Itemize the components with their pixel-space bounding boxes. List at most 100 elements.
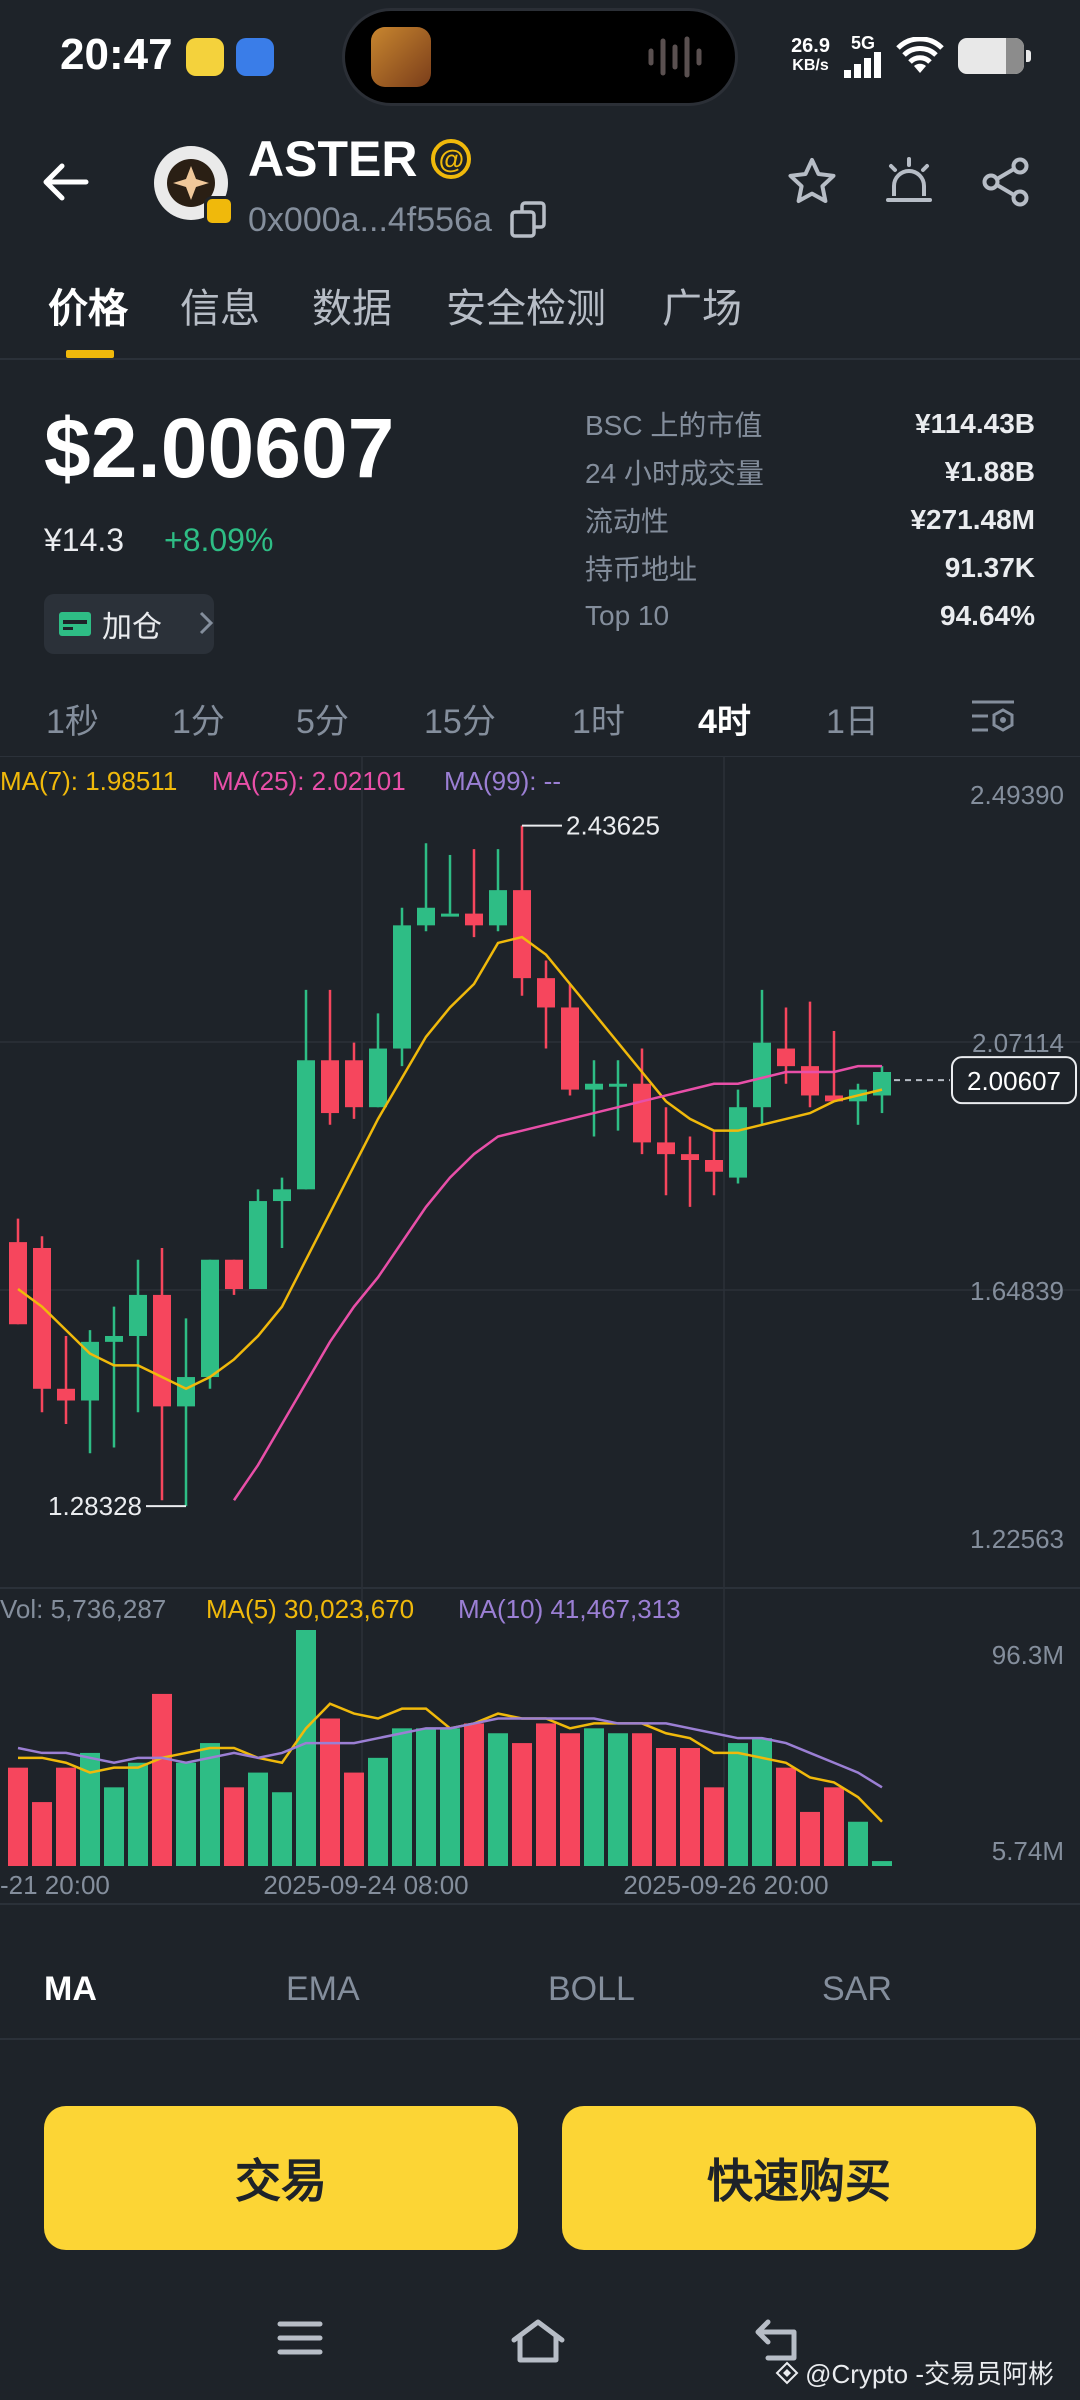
volume-bar xyxy=(608,1733,628,1866)
volume-bar xyxy=(800,1811,820,1866)
stat-24h-volume: 24 小时成交量 ¥1.88B xyxy=(585,456,1035,489)
candle-body xyxy=(105,1335,123,1342)
candle-body xyxy=(705,1159,723,1172)
candle-body xyxy=(321,1060,339,1114)
candle-body xyxy=(465,913,483,926)
candle-body xyxy=(609,1083,627,1087)
tab-price[interactable]: 价格 xyxy=(48,287,128,331)
candle-body xyxy=(177,1377,195,1407)
menu-icon[interactable] xyxy=(276,2316,324,2360)
copy-icon[interactable] xyxy=(508,200,548,240)
time-axis-label: 2025-09-26 20:00 xyxy=(623,1870,828,1900)
tab-info[interactable]: 信息 xyxy=(180,287,260,331)
volume-bar xyxy=(440,1728,460,1866)
candle-body xyxy=(393,925,411,1049)
volume-bar xyxy=(200,1743,220,1866)
volume-bar xyxy=(392,1728,412,1866)
volume-ma10-legend: MA(10) 41,467,313 xyxy=(458,1594,681,1624)
quick-buy-button[interactable]: 快速购买 xyxy=(562,2106,1036,2250)
candle-body xyxy=(9,1242,27,1325)
candle-body xyxy=(729,1107,747,1178)
candle-body xyxy=(369,1048,387,1108)
indicator-ema[interactable]: EMA xyxy=(286,1970,360,2008)
back-arrow-icon[interactable] xyxy=(40,156,92,208)
home-icon[interactable] xyxy=(508,2316,568,2366)
contract-address[interactable]: 0x000a...4f556a xyxy=(248,200,548,240)
share-icon[interactable] xyxy=(980,156,1032,208)
indicator-boll[interactable]: BOLL xyxy=(548,1970,635,2008)
price-alert-icon[interactable] xyxy=(882,156,936,208)
notification-app-icon xyxy=(236,38,274,76)
candle-body xyxy=(681,1154,699,1160)
volume-bar xyxy=(536,1723,556,1866)
indicator-sar[interactable]: SAR xyxy=(822,1970,892,2008)
tab-data[interactable]: 数据 xyxy=(312,287,392,331)
volume-bar xyxy=(152,1693,172,1866)
interval-1s[interactable]: 1秒 xyxy=(46,703,99,741)
volume-bar xyxy=(680,1748,700,1866)
candle-body xyxy=(33,1247,51,1389)
indicator-tabs: MA EMA BOLL SAR xyxy=(0,1948,1080,2040)
network-type: 5G xyxy=(850,33,875,53)
ma25-line xyxy=(232,1064,882,1501)
token-header: ASTER @ 0x000a...4f556a xyxy=(0,120,1080,250)
back-nav-icon[interactable] xyxy=(752,2316,806,2364)
volume-ma10-line xyxy=(17,1717,883,1789)
network-speed: 26.9 KB/s xyxy=(791,35,830,74)
signal-icon xyxy=(844,52,881,78)
indicator-ma[interactable]: MA xyxy=(44,1970,97,2008)
interval-1h[interactable]: 1时 xyxy=(572,703,625,741)
candle-body xyxy=(801,1066,819,1096)
volume-bar xyxy=(704,1787,724,1866)
price-change: +8.09% xyxy=(164,522,274,558)
interval-1d[interactable]: 1日 xyxy=(826,703,879,741)
volume-bar xyxy=(104,1787,124,1866)
candle-body xyxy=(81,1341,99,1401)
volume-bar xyxy=(272,1792,292,1866)
interval-1m[interactable]: 1分 xyxy=(172,703,225,741)
ma7-legend: MA(7): 1.98511 xyxy=(0,766,177,796)
candlestick-chart[interactable]: 2.49390 2.07114 1.64839 1.22563 MA(7): 1.985… xyxy=(0,756,1080,1906)
status-indicators: 26.9 KB/s 5G xyxy=(791,33,1031,78)
candle-body xyxy=(633,1083,651,1143)
tab-square[interactable]: 广场 xyxy=(662,287,742,331)
interval-15m[interactable]: 15分 xyxy=(424,703,496,741)
candle-body xyxy=(657,1142,675,1155)
volume-bar xyxy=(728,1743,748,1866)
favorite-star-icon[interactable] xyxy=(786,156,838,208)
interval-selector: 1秒 1分 5分 15分 1时 4时 1日 xyxy=(0,686,1080,746)
candle-body xyxy=(201,1259,219,1378)
at-mention-icon: @ xyxy=(431,139,472,179)
candle-body xyxy=(57,1388,75,1401)
candle-body xyxy=(129,1294,147,1336)
interval-4h[interactable]: 4时 xyxy=(698,703,751,741)
volume-bar xyxy=(8,1767,28,1866)
status-bar: 20:47 26.9 KB/s 5G xyxy=(0,0,1080,112)
candle-body xyxy=(153,1294,171,1407)
candle-body xyxy=(561,1007,579,1090)
media-artwork xyxy=(371,27,431,87)
tab-security-check[interactable]: 安全检测 xyxy=(446,287,606,331)
candle-body xyxy=(537,978,555,1008)
volume-bar xyxy=(128,1762,148,1866)
trade-button[interactable]: 交易 xyxy=(44,2106,518,2250)
chart-settings-icon[interactable] xyxy=(970,694,1016,738)
volume-bar xyxy=(32,1802,52,1866)
stat-holders: 持币地址 91.37K xyxy=(585,552,1035,585)
volume-bar xyxy=(584,1728,604,1866)
market-stats: BSC 上的市值 ¥114.43B 24 小时成交量 ¥1.88B 流动性 ¥271.… xyxy=(585,400,1035,640)
candle-body xyxy=(489,890,507,926)
active-tab-indicator xyxy=(66,350,114,358)
section-tabs: 价格 信息 数据 安全检测 广场 xyxy=(0,270,1080,360)
wallet-icon xyxy=(59,612,91,636)
binance-square-icon xyxy=(775,2361,799,2384)
volume-bar xyxy=(776,1767,796,1866)
price-usd: $2.00607 xyxy=(44,401,395,495)
chevron-right-icon[interactable] xyxy=(196,608,216,638)
volume-bar xyxy=(176,1762,196,1866)
add-position-button[interactable]: 加仓 xyxy=(44,594,214,654)
price-axis-label: 2.07114 xyxy=(972,1028,1064,1058)
interval-5m[interactable]: 5分 xyxy=(296,703,349,741)
price-axis-label: 1.22563 xyxy=(970,1524,1064,1554)
notification-app-icon xyxy=(186,38,224,76)
